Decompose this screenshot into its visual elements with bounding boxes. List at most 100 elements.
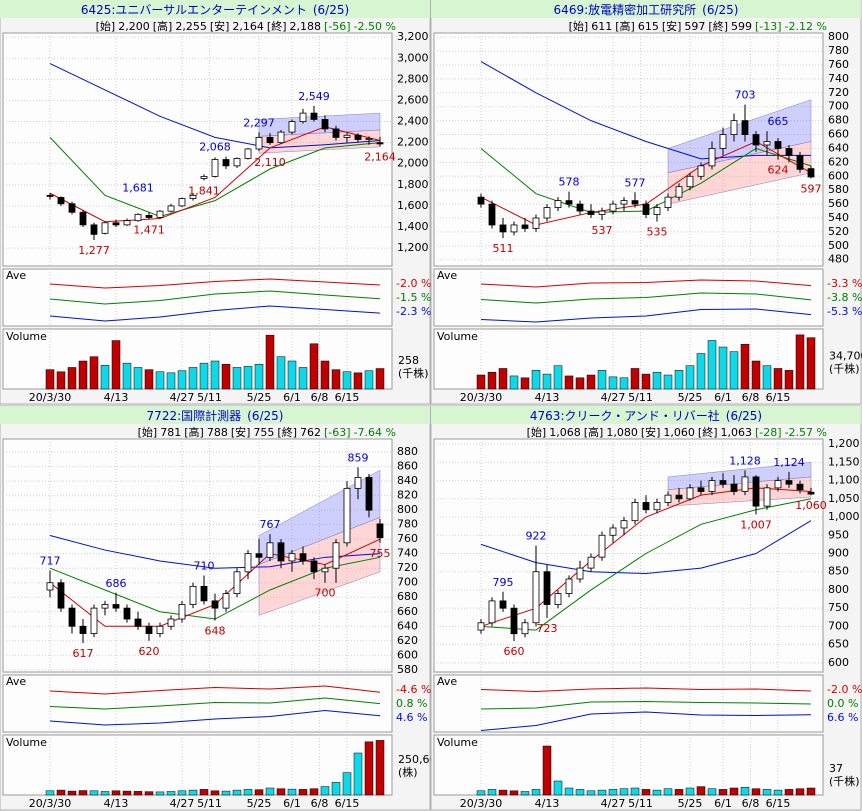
volume-unit: (千株) [829,362,860,376]
volume-bar [254,789,264,796]
volume-bar [199,789,209,796]
ave-title: Ave [437,269,457,282]
volume-bar [542,745,552,796]
candle-body [178,604,186,620]
volume-bar [78,790,88,796]
quote-item: 755 [253,426,274,439]
volume-bar [762,365,772,390]
candle-body [156,210,164,218]
volume-bar [276,356,286,390]
quote-item: 1,068 [549,426,581,439]
ave-line [480,700,812,710]
ave-line [49,290,381,305]
quote-item: [-63] [324,426,351,439]
y-tick-label: 680 [828,114,849,127]
candle-body [79,211,87,226]
candle-body [134,213,142,222]
price-annotation: 2,110 [254,156,286,169]
panel-title: 6469:放電精密加工研究所 (6/25) [554,2,739,17]
x-tick-label: 4/13 [104,391,129,404]
volume-bar [630,787,640,796]
volume-bar [707,788,717,796]
candle-body [686,487,694,500]
candle-body [211,600,219,609]
ave-title: Ave [437,675,457,688]
quote-item: [終] [277,425,297,439]
ave-label: -2.0 % [827,683,862,696]
candle-body [156,625,164,634]
panel-title: 6425:ユニバーサルエンターテインメント (6/25) [81,3,349,17]
volume-bar [188,367,198,390]
x-tick-label: 4/13 [104,797,129,810]
ave-label: -2.0 % [396,277,431,290]
volume-bar [221,790,231,796]
candle-body [266,542,274,558]
candle-body [763,487,771,507]
quote-item: 2,200 [118,20,150,33]
candle-body [807,168,815,178]
volume-bar [232,789,242,796]
price-annotation: 535 [647,225,668,238]
x-tick-label: 5/25 [247,797,272,810]
quote-item: -2.12 % [785,20,827,33]
candle-body [46,194,54,197]
candle-body [565,578,573,595]
quote-item: -7.64 % [354,426,396,439]
volume-bar [353,752,363,796]
y-tick-label: 740 [397,547,418,560]
y-tick-label: 1,200 [828,437,860,450]
x-tick-label: 6/1 [283,391,301,404]
y-tick-label: 620 [397,634,418,647]
ave-line [49,278,381,289]
quote-item: [始] [569,19,589,33]
volume-bar [331,782,341,796]
volume-bar [342,371,352,390]
ave-line [480,279,812,288]
candle-body [785,480,793,485]
x-tick-label: 5/25 [678,391,703,404]
candle-body [708,480,716,492]
y-tick-label: 1,000 [828,510,860,523]
volume-bar [498,789,508,796]
candle-body [532,571,540,624]
quote-item: [-13] [755,20,782,33]
volume-bar [773,368,783,390]
candle-body [499,224,507,233]
volume-bar [641,789,651,796]
price-annotation: 1,060 [795,499,827,512]
moving-average [49,63,381,149]
candle-body [255,136,263,150]
volume-bar [718,789,728,796]
volume-bar [784,789,794,796]
candle-body [796,155,804,170]
candle-body [112,604,120,609]
y-tick-label: 800 [828,583,849,596]
ave-label: 0.0 % [827,697,858,710]
candle-body [123,607,131,620]
volume-bar [320,786,330,796]
x-tick-label: 5/25 [247,391,272,404]
volume-bar [67,367,77,390]
y-tick-label: 860 [397,460,418,473]
ave-line [480,711,812,731]
candle-body [598,534,606,558]
candle-body [376,523,384,539]
y-tick-label: 1,050 [828,492,860,505]
y-tick-label: 800 [397,503,418,516]
volume-bar [520,791,530,796]
volume-bar [476,374,486,390]
y-tick-label: 580 [828,183,849,196]
candle-body [343,134,351,138]
y-tick-label: 700 [828,100,849,113]
volume-bar [133,791,143,796]
candle-body [145,214,153,218]
candle-body [664,196,672,208]
ave-label: 4.6 % [396,711,427,724]
candle-body [477,196,485,205]
volume-bar [309,788,319,796]
price-area [2,438,393,673]
quote-item: 615 [638,20,659,33]
candle-body [708,148,716,167]
date: (6/25) [247,409,283,423]
volume-tick-label: 37 [829,762,843,775]
